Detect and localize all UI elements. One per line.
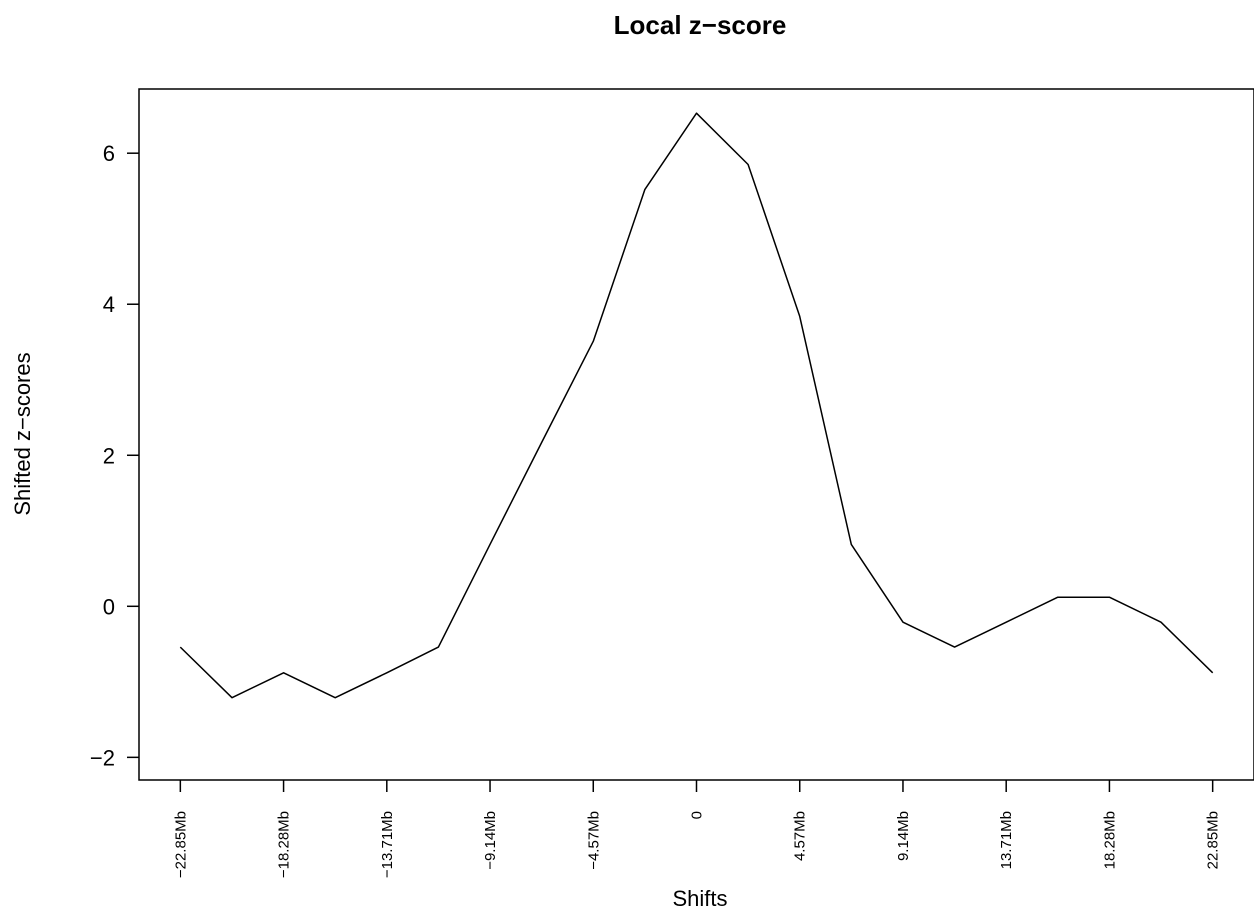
- x-tick-label: −22.85Mb: [172, 811, 189, 878]
- x-tick-label: −9.14Mb: [482, 811, 499, 870]
- x-tick-label: 22.85Mb: [1205, 811, 1222, 869]
- plot-frame: [138, 88, 1254, 781]
- x-tick-label: −13.71Mb: [379, 811, 396, 878]
- x-tick-label: 4.57Mb: [792, 811, 809, 861]
- x-axis: −22.85Mb −18.28Mb −13.71Mb −9.14Mb −4.57Mb 0 4…: [172, 780, 1222, 878]
- x-tick-label: 0: [689, 811, 706, 819]
- y-tick-label: 6: [103, 141, 115, 166]
- x-axis-label: Shifts: [672, 886, 727, 911]
- y-tick-label: 0: [103, 594, 115, 619]
- x-tick-label: 13.71Mb: [998, 811, 1015, 869]
- y-axis: −2 0 2 4 6: [90, 141, 139, 770]
- x-tick-label: −18.28Mb: [276, 811, 293, 878]
- series-line: [179, 112, 1214, 699]
- y-axis-label: Shifted z−scores: [10, 352, 35, 515]
- y-tick-label: 2: [103, 443, 115, 468]
- x-tick-label: 18.28Mb: [1101, 811, 1118, 869]
- y-tick-label: 4: [103, 292, 115, 317]
- series-group: [179, 112, 1214, 699]
- chart-title: Local z−score: [614, 10, 787, 40]
- x-tick-label: −4.57Mb: [585, 811, 602, 870]
- y-tick-label: −2: [90, 745, 115, 770]
- x-tick-label: 9.14Mb: [895, 811, 912, 861]
